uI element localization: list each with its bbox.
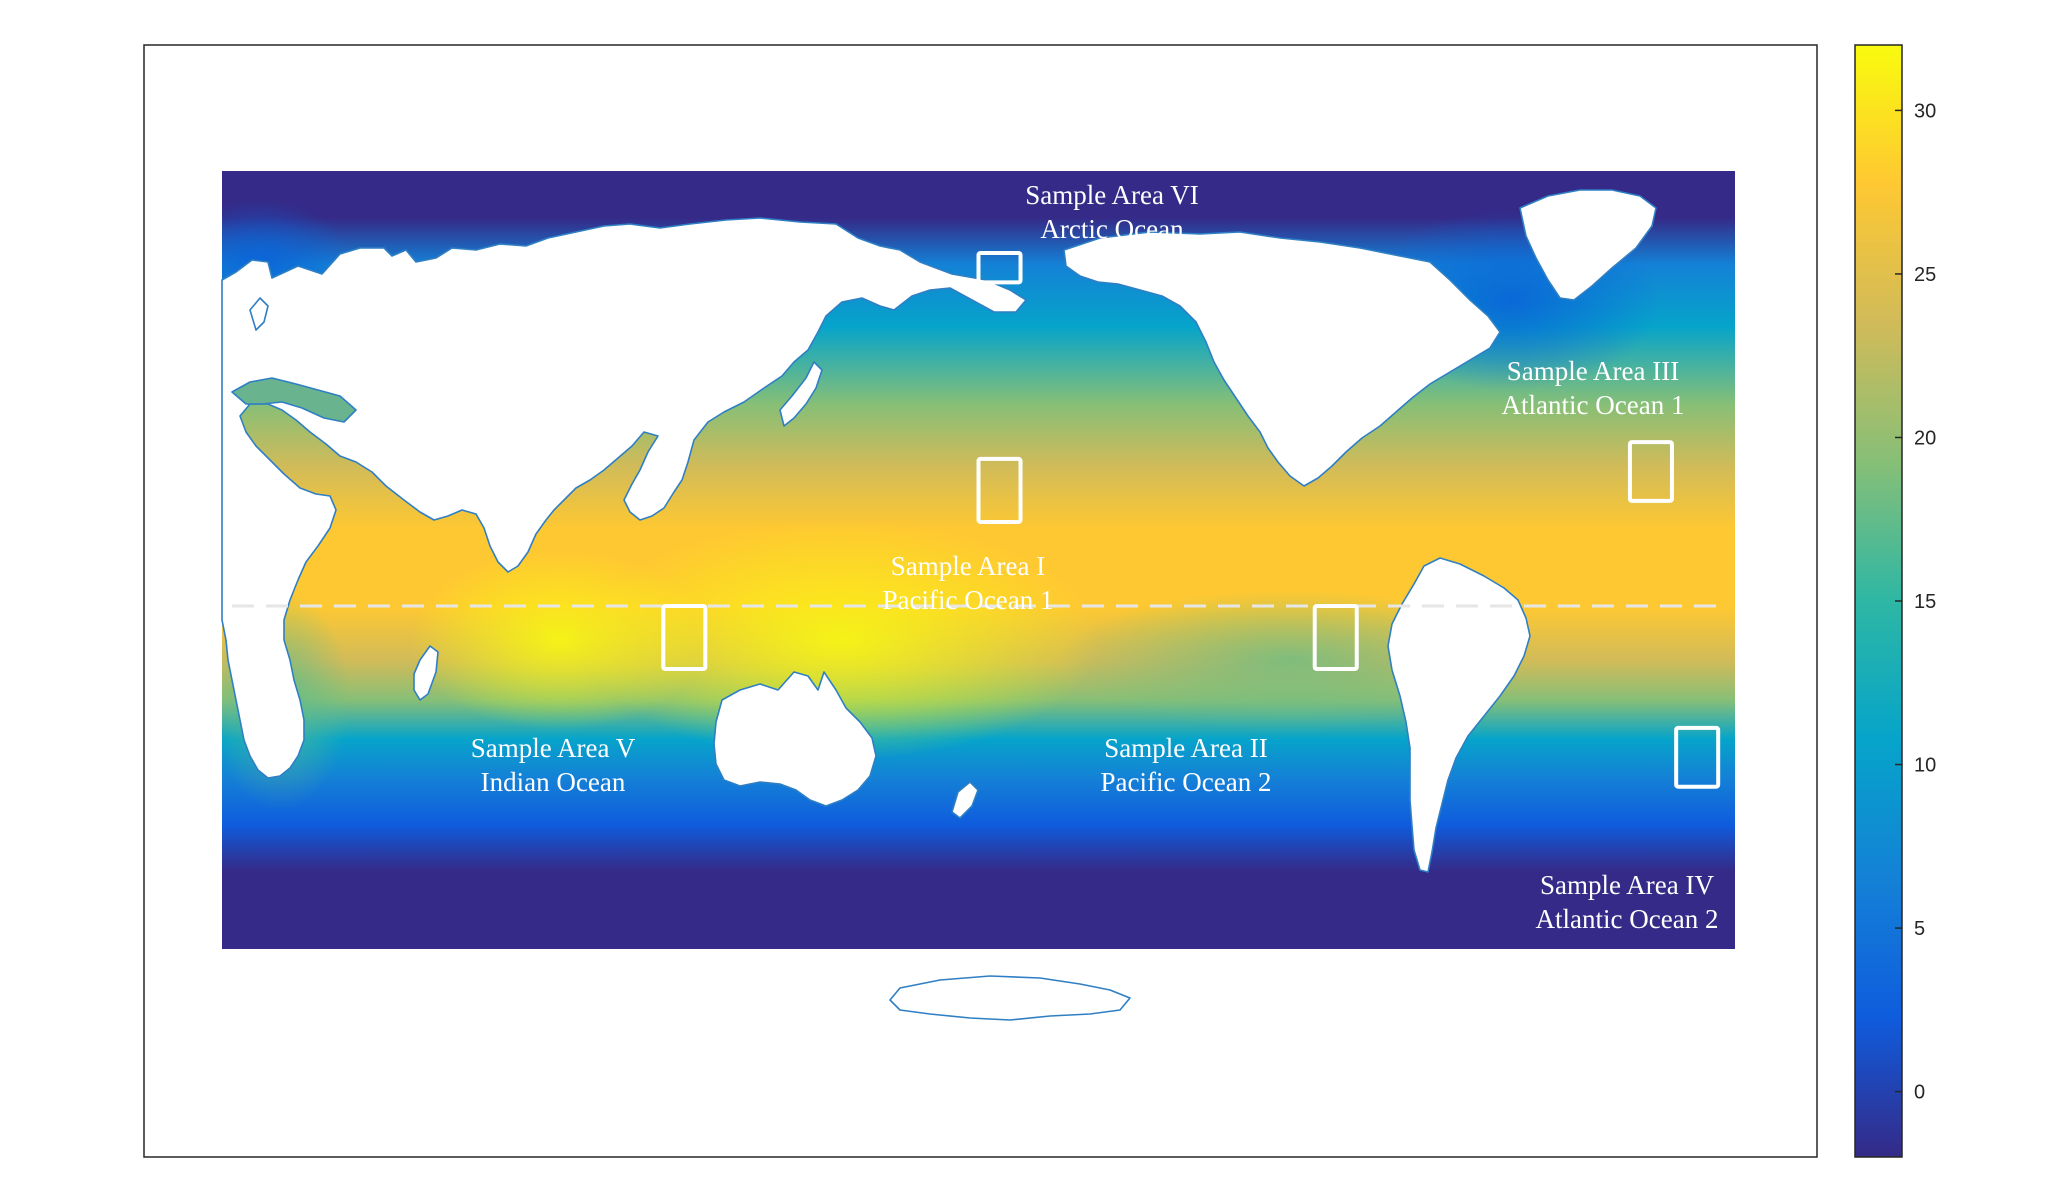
sample-area-title: Sample Area II <box>1104 733 1267 763</box>
colorbar-tick-label: 30 <box>1914 100 1936 122</box>
sample-area-ocean-name: Arctic Ocean <box>1040 214 1184 244</box>
sample-area-title: Sample Area I <box>891 551 1045 581</box>
colorbar-tick-label: 25 <box>1914 264 1936 286</box>
colorbar-tick-label: 10 <box>1914 755 1936 777</box>
sample-area-title: Sample Area III <box>1507 356 1679 386</box>
sample-area-ocean-name: Pacific Ocean 2 <box>1101 767 1272 797</box>
sample-area-ocean-name: Atlantic Ocean 2 <box>1536 904 1719 934</box>
colorbar-tick-label: 5 <box>1914 918 1925 940</box>
colorbar-gradient <box>1855 45 1902 1157</box>
sample-area-ocean-name: Indian Ocean <box>481 767 626 797</box>
colorbar-tick-label: 0 <box>1914 1082 1925 1104</box>
colorbar: 0 5 10 15 20 25 30 <box>1855 45 1936 1157</box>
sample-area-title: Sample Area IV <box>1540 870 1714 900</box>
sample-area-title: Sample Area V <box>471 733 636 763</box>
sample-area-ocean-name: Pacific Ocean 1 <box>883 585 1054 615</box>
sample-area-title: Sample Area VI <box>1025 180 1198 210</box>
sample-area-ocean-name: Atlantic Ocean 1 <box>1502 390 1685 420</box>
colorbar-tick-label: 15 <box>1914 591 1936 613</box>
colorbar-tick-label: 20 <box>1914 427 1936 449</box>
